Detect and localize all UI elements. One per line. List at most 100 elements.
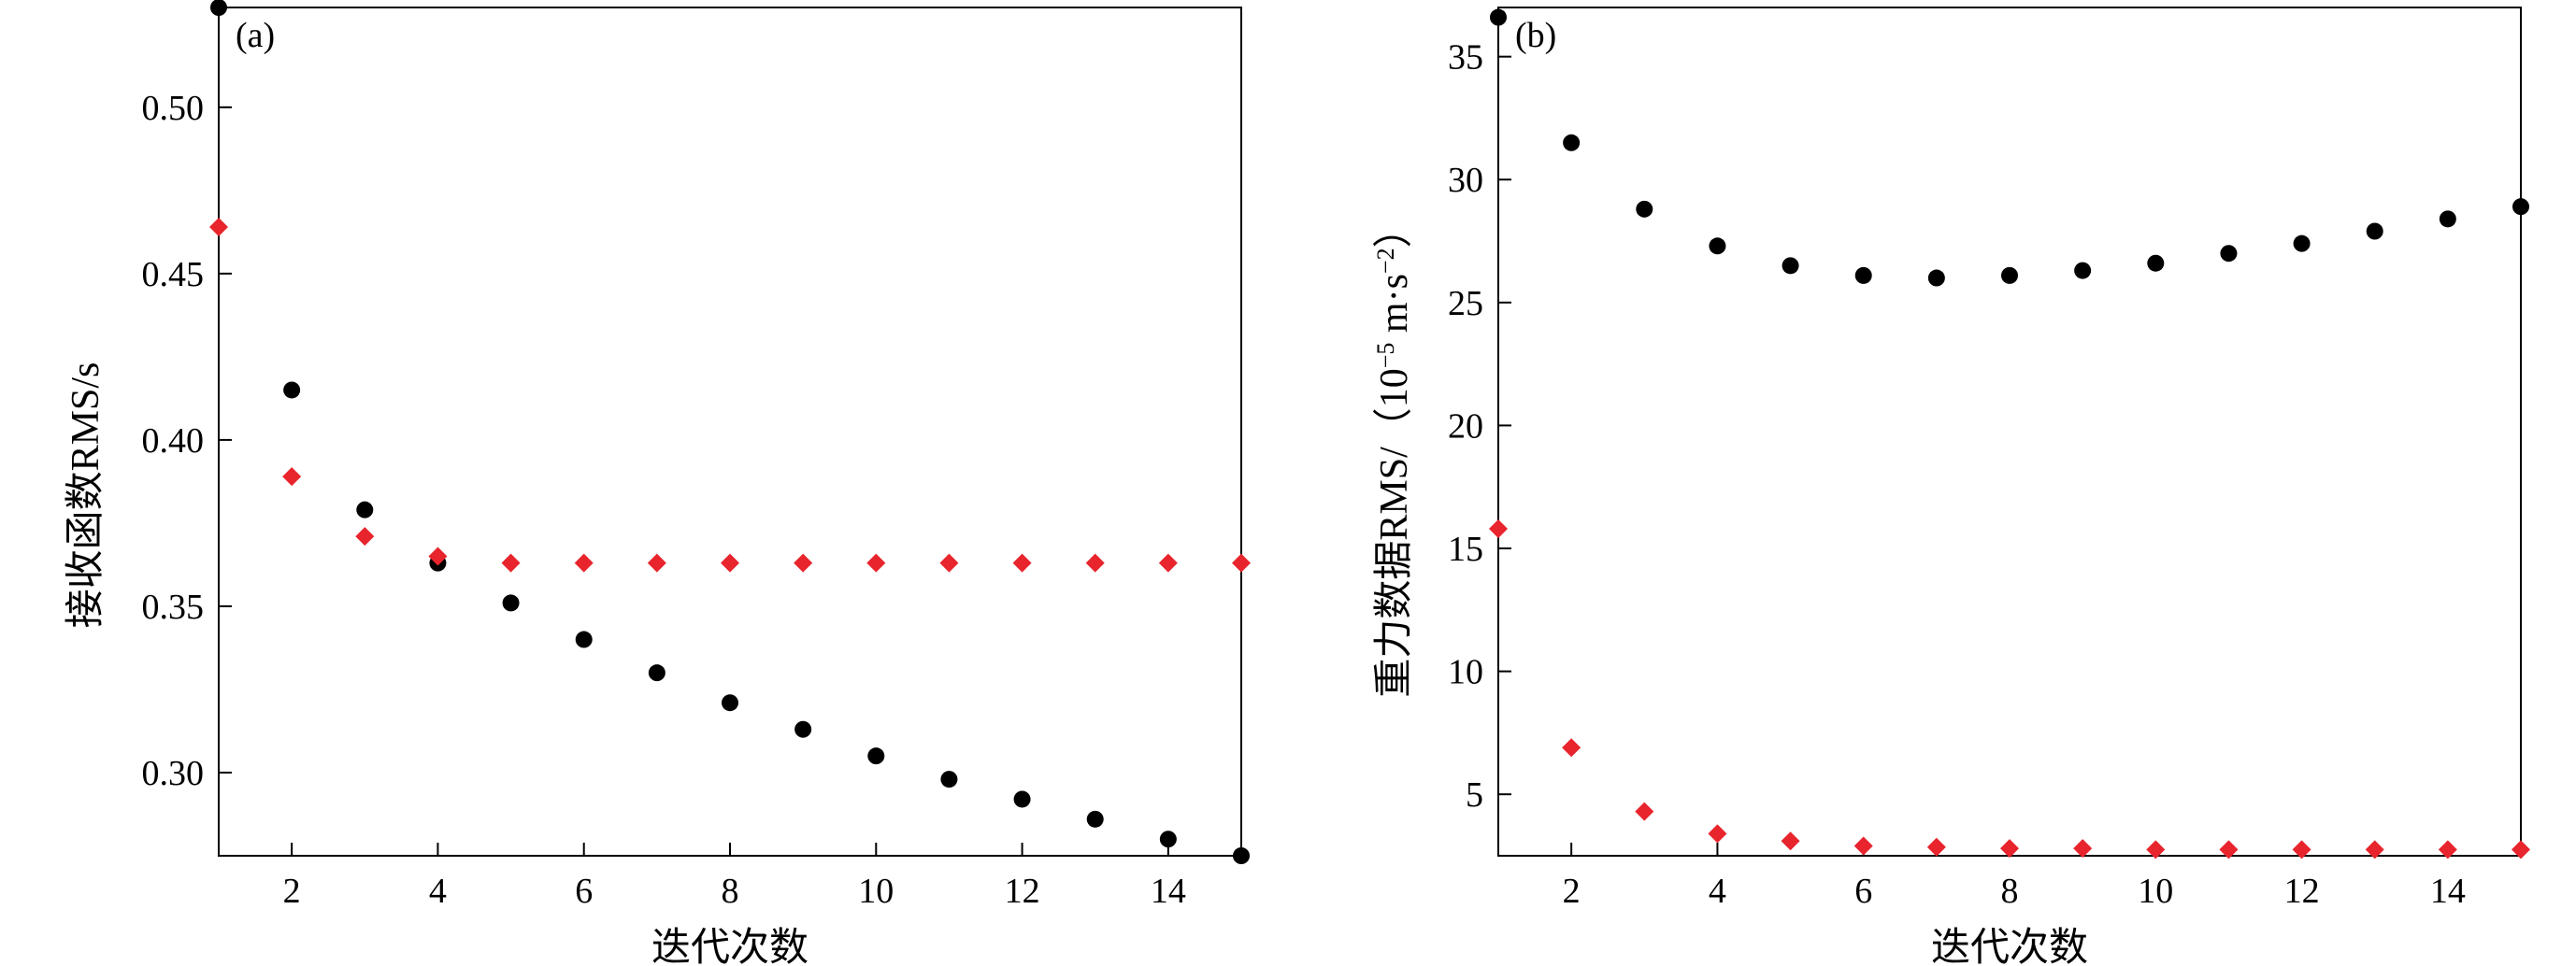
x-tick-label-a: 8 (722, 872, 739, 911)
x-tick-label-a: 14 (1151, 872, 1186, 911)
y-axis-label-b-main: 重力数据RMS/（10 (1373, 368, 1416, 697)
data-point-circle-b (1636, 200, 1653, 218)
data-point-circle-b (2366, 222, 2383, 240)
y-tick-label-b: 35 (1448, 38, 1483, 78)
data-point-circle-b (2074, 262, 2092, 279)
data-point-circle-b (1490, 8, 1507, 26)
y-tick-label-a: 0.45 (142, 255, 205, 294)
panel-label-b: (b) (1515, 16, 1556, 55)
data-point-circle-b (2001, 266, 2018, 284)
data-point-diamond-a (355, 527, 375, 547)
y-axis-label-b: 重力数据RMS/（10−5 m·s−2） (1372, 208, 1416, 697)
data-point-diamond-a (1158, 553, 1178, 573)
data-point-diamond-b (1489, 519, 1508, 538)
data-point-circle-a (283, 381, 301, 399)
data-point-circle-a (1233, 847, 1250, 864)
data-point-circle-b (1854, 266, 1872, 284)
x-tick-label-a: 2 (283, 872, 301, 911)
y-axis-label-b-mid: m·s (1373, 274, 1416, 343)
data-point-circle-b (1927, 269, 1945, 287)
data-point-diamond-b (1926, 837, 1946, 857)
data-point-diamond-b (1562, 738, 1581, 758)
y-tick-label-a: 0.30 (142, 754, 205, 793)
data-point-circle-a (575, 631, 593, 648)
x-tick-label-b: 8 (2001, 872, 2019, 911)
panel-b: 重力数据RMS/（10−5 m·s−2） 迭代次数 (b) 2 4 6 8 10 12 14 5… (1372, 7, 2530, 966)
y-axis-label-b-sup1: −5 (1372, 343, 1399, 369)
x-axis-label-b: 迭代次数 (1931, 927, 2088, 966)
y-axis-label-a: 接收函数RMS/s (64, 362, 107, 629)
y-tick-label-a: 0.40 (142, 421, 205, 461)
data-point-circle-b (2512, 198, 2529, 216)
data-point-circle-a (210, 0, 227, 16)
data-point-diamond-b (1781, 831, 1800, 851)
x-tick-label-b: 14 (2430, 872, 2466, 911)
y-tick-label-b: 20 (1448, 406, 1483, 446)
data-point-diamond-b (1635, 802, 1654, 821)
data-point-circle-a (794, 720, 812, 738)
y-tick-label-b: 10 (1448, 653, 1483, 692)
data-point-diamond-a (1012, 553, 1032, 573)
data-point-diamond-a (939, 553, 959, 573)
data-point-diamond-b (2000, 839, 2019, 859)
data-point-diamond-b (2146, 840, 2166, 859)
data-point-diamond-a (428, 547, 448, 566)
data-point-diamond-b (1853, 836, 1873, 856)
data-point-diamond-a (866, 553, 886, 573)
x-axis-label-a: 迭代次数 (651, 927, 809, 966)
data-point-diamond-a (794, 553, 813, 573)
data-point-circle-a (722, 694, 738, 712)
x-tick-label-b: 6 (1854, 872, 1872, 911)
data-point-diamond-a (1085, 553, 1105, 573)
data-point-circle-b (2293, 234, 2311, 252)
data-point-circle-a (648, 664, 665, 682)
x-tick-label-a: 6 (575, 872, 593, 911)
data-point-diamond-a (721, 553, 739, 573)
y-tick-label-b: 25 (1448, 284, 1483, 323)
data-point-circle-a (940, 771, 958, 788)
data-point-diamond-b (2219, 840, 2239, 859)
data-point-circle-a (1159, 831, 1177, 848)
y-tick-label-a: 0.50 (142, 89, 205, 128)
data-point-circle-a (502, 594, 520, 612)
data-point-circle-b (2439, 210, 2456, 228)
y-tick-label-b: 15 (1448, 530, 1483, 569)
data-point-diamond-b (1708, 824, 1727, 844)
plot-frame-a (218, 7, 1242, 857)
y-axis-label-b-sup2: −2 (1372, 248, 1399, 274)
data-point-diamond-a (1232, 553, 1251, 573)
data-point-circle-a (867, 747, 885, 765)
data-point-circle-b (1563, 134, 1581, 151)
x-tick-label-b: 12 (2284, 872, 2320, 911)
data-point-diamond-a (209, 218, 228, 237)
data-point-diamond-b (2365, 840, 2384, 859)
data-point-circle-b (1709, 237, 1726, 255)
y-tick-label-a: 0.35 (142, 588, 205, 627)
panel-label-a: (a) (236, 16, 275, 55)
data-point-diamond-b (2438, 840, 2457, 859)
data-point-diamond-a (501, 553, 521, 573)
x-tick-label-a: 12 (1005, 872, 1040, 911)
data-point-diamond-a (282, 467, 302, 487)
data-point-circle-a (1013, 790, 1031, 808)
data-point-diamond-a (574, 553, 594, 573)
y-tick-label-b: 30 (1448, 161, 1483, 200)
data-point-circle-b (2220, 245, 2238, 263)
panel-a: 接收函数RMS/s 迭代次数 (a) 2 4 6 8 10 12 14 0.30 0.35 0.40… (64, 0, 1251, 966)
data-point-circle-b (1782, 257, 1799, 275)
x-tick-label-b: 10 (2138, 872, 2173, 911)
x-tick-label-b: 2 (1563, 872, 1581, 911)
y-tick-label-b: 5 (1466, 775, 1483, 815)
data-point-diamond-b (2073, 839, 2093, 859)
data-point-diamond-b (2512, 840, 2530, 859)
data-point-circle-b (2147, 254, 2165, 272)
plot-frame-b (1497, 7, 2522, 857)
data-point-circle-a (356, 501, 374, 519)
data-point-diamond-b (2292, 840, 2311, 859)
x-tick-label-b: 4 (1709, 872, 1726, 911)
x-tick-label-a: 4 (429, 872, 447, 911)
x-tick-label-a: 10 (858, 872, 894, 911)
data-point-circle-a (1086, 810, 1104, 828)
y-axis-label-b-end: ） (1373, 208, 1416, 248)
